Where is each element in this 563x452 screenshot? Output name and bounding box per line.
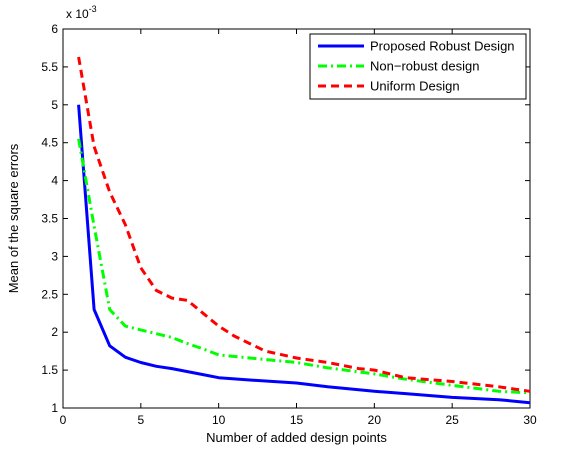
axis-ticks: 0 5 10 15 20 25 30 1 1.5 2 2.5 3 3.5 4 4.5 5 5.5 6 [41,22,537,427]
series-line-uniform-design [77,56,531,393]
x-axis-label: Number of added design points [206,430,387,445]
y-tick-label: 2.5 [41,287,58,301]
y-multiplier-base: x 10 [66,7,89,21]
x-tick-label: 5 [137,413,144,427]
y-tick-label: 3 [51,249,58,263]
y-tick-label: 4 [51,174,58,188]
y-tick-label: 6 [51,22,58,36]
y-multiplier-label: x 10-3 [66,4,97,21]
y-tick-label: 5 [51,98,58,112]
y-tick-label: 1.5 [41,363,58,377]
x-tick-label: 20 [368,413,382,427]
y-tick-label: 3.5 [41,212,58,226]
legend-label: Non−robust design [370,59,480,74]
y-multiplier-exponent: -3 [89,4,97,14]
legend-label: Proposed Robust Design [370,39,515,54]
y-tick-label: 2 [51,325,58,339]
y-axis-label: Mean of the square errors [6,143,21,293]
series-line-non-robust-design [77,138,531,395]
legend: Proposed Robust Design Non−robust design U… [309,33,527,100]
x-tick-label: 0 [60,413,67,427]
x-tick-label: 25 [445,413,459,427]
x-tick-label: 15 [290,413,304,427]
x-tick-label: 30 [523,413,537,427]
x-tick-label: 10 [212,413,226,427]
y-tick-label: 1 [51,401,58,415]
series-line-proposed-robust-design [77,104,531,405]
legend-label: Uniform Design [370,79,460,94]
y-tick-label: 5.5 [41,60,58,74]
y-tick-label: 4.5 [41,136,58,150]
series-lines [77,56,531,405]
